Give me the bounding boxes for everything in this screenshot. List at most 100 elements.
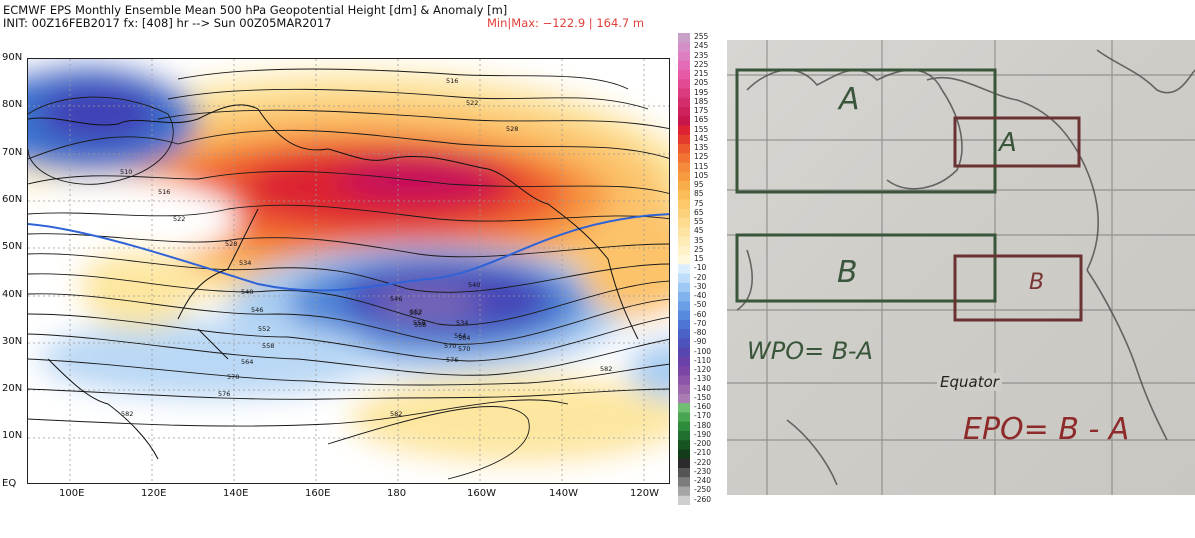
colorbar-swatch (678, 412, 690, 423)
colorbar-swatch (678, 153, 690, 164)
contour-label: 570 (227, 373, 239, 381)
lon-label: 160W (467, 488, 496, 499)
colorbar-label: -210 (694, 448, 712, 458)
colorbar-label: -140 (694, 383, 712, 393)
colorbar-label: 235 (694, 50, 709, 60)
colorbar-swatch (678, 477, 690, 487)
colorbar-swatch (678, 42, 690, 53)
contour-label: 552 (410, 308, 422, 316)
colorbar-swatch (678, 273, 690, 284)
colorbar-label: 85 (694, 189, 704, 199)
contour-label: 576 (446, 356, 458, 364)
colorbar-swatch (678, 356, 690, 367)
contour-label: 552 (258, 325, 270, 333)
colorbar (678, 33, 690, 506)
colorbar-swatch (678, 264, 690, 275)
contour-label: 540 (241, 288, 253, 296)
colorbar-swatch (678, 467, 690, 478)
lat-label: 50N (2, 241, 23, 253)
colorbar-label: 135 (694, 143, 709, 153)
lat-label: 20N (2, 383, 23, 395)
contour-label: 582 (600, 365, 612, 373)
colorbar-label: 95 (694, 180, 704, 190)
contour-label: 510 (120, 168, 132, 176)
colorbar-label: 35 (694, 235, 704, 245)
colorbar-label: -170 (694, 411, 712, 421)
epo-boxes (953, 116, 1083, 322)
equator-label: Equator (937, 373, 1002, 391)
box-a-left-label: A (839, 82, 860, 117)
colorbar-swatch (678, 338, 690, 349)
colorbar-label: 15 (694, 254, 704, 264)
contour-label: 558 (413, 319, 425, 327)
colorbar-swatch (678, 421, 690, 432)
colorbar-label: -80 (694, 328, 707, 338)
contour-label: 564 (454, 332, 466, 340)
colorbar-swatch (678, 125, 690, 136)
colorbar-label: -260 (694, 494, 712, 504)
colorbar-label: 175 (694, 106, 709, 116)
colorbar-swatch (678, 393, 690, 404)
colorbar-label: 215 (694, 69, 709, 79)
box-a-right-label: A (999, 128, 1017, 158)
colorbar-swatch (678, 227, 690, 238)
colorbar-swatch (678, 171, 690, 182)
contour-label: 570 (458, 345, 470, 353)
colorbar-label: 125 (694, 152, 709, 162)
colorbar-label: 145 (694, 133, 709, 143)
lat-label: EQ (2, 477, 17, 489)
contour-label: 576 (218, 390, 230, 398)
contour-label: 522 (466, 99, 478, 107)
colorbar-swatch (678, 162, 690, 173)
contour-label: 516 (158, 188, 170, 196)
colorbar-swatch (678, 347, 690, 358)
box-b-left-label: B (837, 255, 858, 290)
colorbar-swatch (678, 449, 690, 460)
box-b-right-label: B (1029, 270, 1045, 295)
contour-label: 546 (251, 306, 263, 314)
colorbar-swatch (678, 430, 690, 441)
colorbar-swatch (678, 107, 690, 117)
lat-label: 80N (2, 99, 23, 111)
contour-label: 582 (390, 410, 402, 418)
colorbar-swatch (678, 218, 690, 228)
colorbar-label: 55 (694, 217, 704, 227)
colorbar-swatch (678, 60, 690, 71)
colorbar-label: 165 (694, 115, 709, 125)
reference-contour (28, 213, 669, 292)
colorbar-label: 185 (694, 96, 709, 106)
colorbar-label: 225 (694, 59, 709, 69)
colorbar-label: -90 (694, 337, 707, 347)
colorbar-label: -130 (694, 374, 712, 384)
colorbar-swatch (678, 255, 690, 265)
colorbar-swatch (678, 51, 690, 62)
lat-label: 30N (2, 335, 23, 347)
colorbar-label: -240 (694, 476, 712, 486)
wpo-formula: WPO= B-A (747, 337, 873, 365)
minmax-readout: Min|Max: −122.9 | 164.7 m (487, 16, 645, 30)
coastlines (28, 104, 639, 460)
contour-label: 540 (468, 281, 480, 289)
colorbar-swatch (678, 384, 690, 395)
lat-label: 70N (2, 146, 23, 158)
colorbar-swatch (678, 245, 690, 256)
lat-label: 90N (2, 52, 23, 63)
lat-label: 40N (2, 288, 23, 300)
colorbar-label: 205 (694, 78, 709, 88)
contour-label: 534 (239, 259, 251, 267)
colorbar-label: -250 (694, 485, 712, 495)
colorbar-swatch (678, 190, 690, 201)
colorbar-swatch (678, 292, 690, 302)
colorbar-label: 25 (694, 244, 704, 254)
colorbar-label: -120 (694, 365, 712, 375)
colorbar-swatch (678, 199, 690, 210)
colorbar-swatch (678, 88, 690, 99)
contour-label: 552 (409, 309, 421, 317)
colorbar-label: -190 (694, 429, 712, 439)
colorbar-swatch (678, 310, 690, 321)
init-line: INIT: 00Z16FEB2017 fx: [408] hr --> Sun … (3, 16, 332, 30)
colorbar-swatch (678, 97, 690, 108)
colorbar-swatch (678, 301, 690, 312)
colorbar-label: 195 (694, 87, 709, 97)
colorbar-label: 65 (694, 207, 704, 217)
